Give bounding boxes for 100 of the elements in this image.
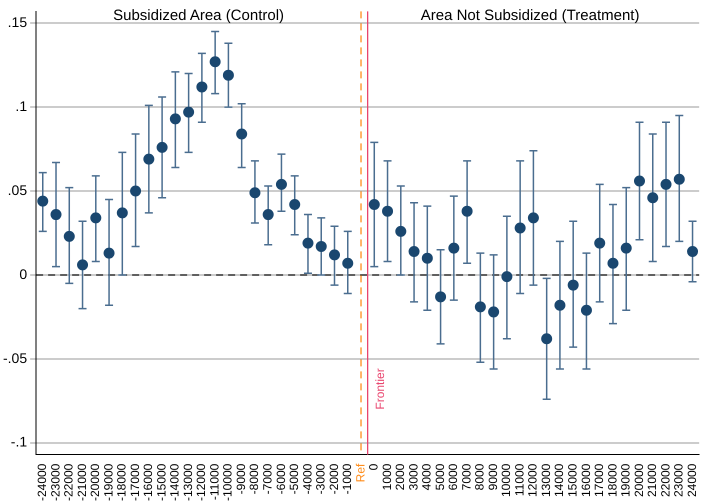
x-tick-label: -22000 — [62, 463, 76, 502]
x-tick-label: 1000 — [380, 463, 394, 490]
x-tick-label: 15000 — [566, 463, 580, 498]
x-tick-label: -4000 — [300, 463, 314, 494]
x-tick-label: 11000 — [512, 463, 526, 496]
point — [130, 186, 142, 197]
x-tick-label: 14000 — [552, 463, 566, 498]
x-tick-label: -15000 — [154, 463, 168, 502]
point — [222, 70, 234, 81]
x-tick-label: -21000 — [74, 463, 89, 502]
point — [262, 209, 274, 220]
point — [674, 174, 685, 185]
x-tick-label: -8000 — [247, 463, 262, 494]
point — [249, 187, 260, 198]
x-tick-label: -17000 — [128, 463, 142, 502]
x-tick-label: -3000 — [314, 463, 328, 494]
point — [568, 280, 579, 291]
point — [368, 198, 380, 210]
point — [514, 222, 526, 234]
point — [183, 106, 194, 118]
x-tick-label: 5000 — [432, 463, 447, 490]
point — [104, 248, 115, 259]
x-tick-label: -10000 — [220, 463, 235, 502]
x-tick-label: 19000 — [618, 463, 633, 498]
point — [342, 258, 354, 269]
x-tick-label: 23000 — [672, 463, 686, 498]
x-tick-label: -16000 — [141, 463, 156, 502]
point — [408, 246, 420, 257]
point — [276, 178, 287, 190]
point — [289, 198, 300, 210]
point — [395, 226, 406, 237]
point — [422, 252, 433, 264]
x-tick-label: -1000 — [340, 463, 354, 494]
y-tick-label: -.05 — [3, 350, 28, 366]
point — [594, 238, 606, 249]
point — [448, 242, 460, 254]
x-tick-label: 2000 — [393, 463, 408, 490]
point — [488, 306, 500, 318]
x-tick-label: 24000 — [684, 463, 699, 498]
point — [660, 178, 672, 190]
point — [687, 246, 698, 257]
x-tick-label: 17000 — [592, 463, 606, 498]
point — [64, 230, 75, 242]
x-tick-label: -6000 — [274, 463, 288, 494]
point — [302, 238, 314, 249]
x-tick-label: -23000 — [48, 463, 62, 502]
point — [435, 291, 446, 302]
x-tick-label: 12000 — [526, 463, 540, 498]
point — [634, 175, 645, 186]
point — [316, 240, 327, 252]
x-tick-label: -19000 — [101, 463, 116, 502]
point — [474, 301, 486, 312]
point — [90, 212, 102, 224]
point — [620, 242, 632, 254]
point — [554, 300, 566, 311]
point — [328, 249, 340, 260]
point — [607, 258, 618, 269]
y-tick-label: .1 — [15, 98, 28, 114]
x-tick-label: 10000 — [499, 463, 514, 498]
x-tick-label: 21000 — [645, 463, 660, 498]
point — [116, 207, 128, 218]
x-tick-label: 16000 — [578, 463, 593, 498]
x-tick-label: -14000 — [168, 463, 182, 502]
y-tick-label: .05 — [8, 182, 28, 198]
point — [462, 206, 473, 217]
x-tick-label: -9000 — [234, 463, 248, 494]
x-tick-label: -11000 — [207, 463, 222, 500]
point — [37, 196, 48, 207]
point — [501, 271, 512, 282]
point — [210, 56, 221, 68]
point — [196, 81, 208, 92]
y-tick-label: .15 — [8, 14, 28, 30]
annotation: Area Not Subsidized (Treatment) — [420, 7, 640, 24]
x-tick-label: 6000 — [446, 463, 460, 490]
x-tick-label: 8000 — [472, 463, 487, 490]
x-tick-label: 7000 — [459, 463, 474, 490]
x-tick-label: Ref — [353, 462, 368, 482]
point — [156, 142, 168, 153]
x-tick-label: 22000 — [658, 463, 672, 498]
x-tick-label: 13000 — [538, 463, 553, 498]
x-tick-label: -24000 — [35, 463, 50, 502]
x-tick-label: 18000 — [605, 463, 620, 498]
point — [647, 192, 658, 204]
point — [528, 212, 539, 224]
x-tick-label: -2000 — [326, 463, 341, 494]
x-tick-label: -5000 — [287, 463, 302, 494]
x-tick-label: 0 — [366, 463, 381, 470]
annotation: Subsidized Area (Control) — [113, 7, 284, 24]
x-tick-label: -13000 — [180, 463, 195, 502]
point — [50, 209, 62, 220]
point — [143, 154, 154, 165]
y-tick-label: -.1 — [10, 434, 28, 450]
x-tick-label: -20000 — [88, 463, 102, 502]
x-tick-label: -7000 — [260, 463, 275, 494]
point — [580, 304, 592, 316]
point — [382, 206, 394, 217]
y-tick-label: 0 — [19, 266, 28, 282]
x-tick-label: 20000 — [632, 463, 646, 498]
point — [236, 128, 248, 140]
point — [170, 113, 181, 124]
